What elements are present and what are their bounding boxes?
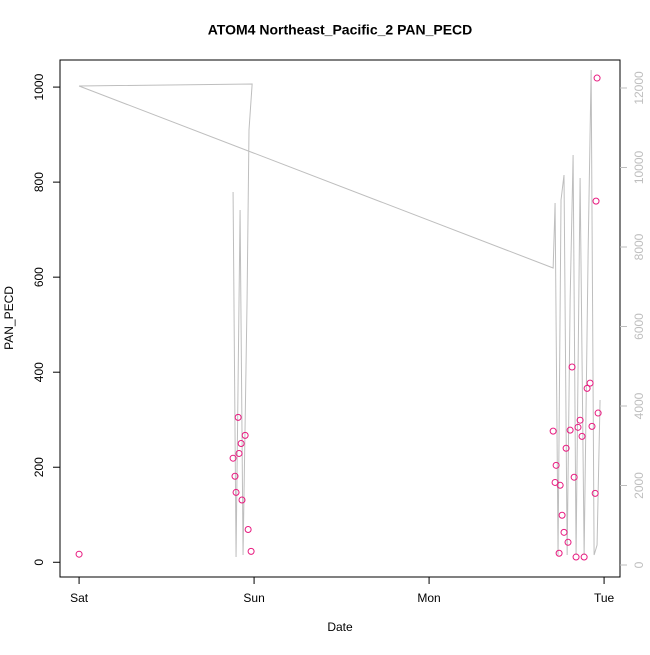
chart-title: ATOM4 Northeast_Pacific_2 PAN_PECD xyxy=(208,22,473,38)
x-tick-label: Sun xyxy=(243,591,264,605)
point xyxy=(580,553,588,561)
point xyxy=(556,481,564,489)
point xyxy=(564,538,572,546)
point xyxy=(586,379,594,387)
y2-tick-label: 0 xyxy=(632,561,646,568)
point xyxy=(576,416,584,424)
point xyxy=(558,511,566,519)
point xyxy=(555,549,563,557)
point xyxy=(572,553,580,561)
x-axis-label: Date xyxy=(327,620,353,634)
y-tick-label: 400 xyxy=(32,362,46,382)
y2-tick-label: 6000 xyxy=(632,313,646,340)
x-tick-label: Tue xyxy=(594,591,615,605)
point xyxy=(232,488,240,496)
point xyxy=(237,439,245,447)
x-tick-label: Mon xyxy=(417,591,440,605)
x-tick-label: Sat xyxy=(70,591,89,605)
point xyxy=(235,449,243,457)
y-tick-label: 600 xyxy=(32,267,46,287)
point xyxy=(552,461,560,469)
plot-box xyxy=(59,59,621,578)
y2-tick-label: 10000 xyxy=(632,150,646,184)
point xyxy=(551,478,559,486)
y-tick-label: 1000 xyxy=(32,73,46,100)
y-tick-label: 800 xyxy=(32,172,46,192)
point xyxy=(568,363,576,371)
point xyxy=(592,197,600,205)
point xyxy=(549,427,557,435)
point xyxy=(594,409,602,417)
point xyxy=(574,423,582,431)
point xyxy=(560,528,568,536)
line xyxy=(78,69,601,558)
y-axis-label: PAN_PECD xyxy=(2,286,16,350)
y2-tick-label: 12000 xyxy=(632,71,646,105)
y2-tick-label: 4000 xyxy=(632,392,646,419)
point xyxy=(241,431,249,439)
point xyxy=(231,472,239,480)
point xyxy=(570,473,578,481)
y2-tick-label: 2000 xyxy=(632,472,646,499)
point xyxy=(562,444,570,452)
point xyxy=(583,384,591,392)
point xyxy=(244,525,252,533)
y-tick-label: 0 xyxy=(32,559,46,566)
point xyxy=(247,547,255,555)
point xyxy=(591,489,599,497)
y2-tick-label: 8000 xyxy=(632,233,646,260)
point xyxy=(593,74,601,82)
point xyxy=(238,496,246,504)
point xyxy=(566,426,574,434)
point xyxy=(229,454,237,462)
y-tick-label: 200 xyxy=(32,457,46,477)
point xyxy=(578,432,586,440)
point xyxy=(234,413,242,421)
point xyxy=(75,550,83,558)
point xyxy=(588,422,596,430)
